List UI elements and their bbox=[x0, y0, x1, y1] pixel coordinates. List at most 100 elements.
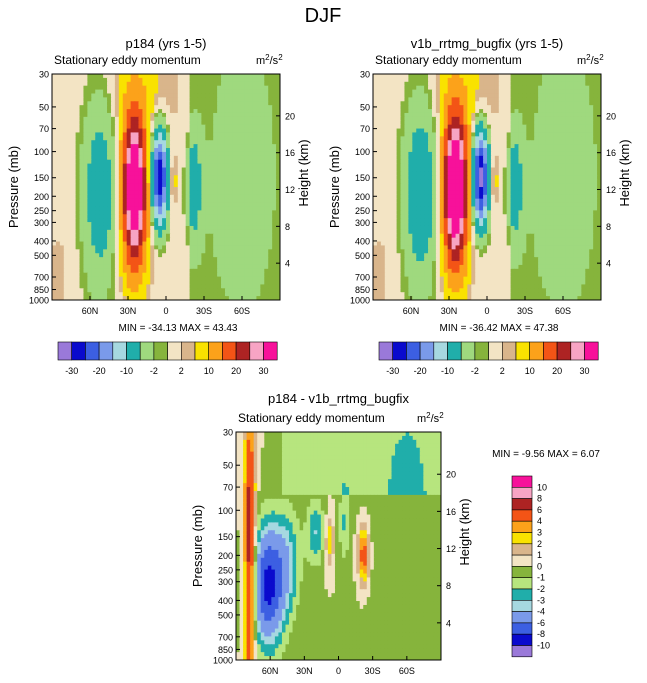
contour-cell bbox=[240, 280, 246, 286]
contour-cell bbox=[530, 93, 535, 98]
contour-cell bbox=[59, 124, 65, 130]
contour-cell bbox=[217, 276, 222, 282]
contour-cell bbox=[502, 140, 508, 145]
contour-cell bbox=[404, 124, 409, 130]
contour-cell bbox=[181, 292, 187, 297]
contour-cell bbox=[71, 89, 77, 95]
contour-cell bbox=[169, 210, 175, 215]
contour-cell bbox=[252, 187, 258, 192]
contour-cell bbox=[87, 81, 92, 87]
contour-cell bbox=[138, 97, 144, 102]
contour-cell bbox=[557, 136, 563, 141]
contour-cell bbox=[467, 175, 472, 180]
contour-cell bbox=[577, 159, 582, 165]
contour-cell bbox=[118, 194, 124, 200]
contour-cell bbox=[526, 151, 531, 157]
contour-cell bbox=[408, 171, 413, 176]
contour-cell bbox=[593, 140, 598, 145]
contour-cell bbox=[404, 81, 409, 87]
contour-cell bbox=[236, 296, 242, 300]
contour-cell bbox=[134, 222, 140, 227]
contour-cell bbox=[522, 155, 527, 161]
contour-cell bbox=[514, 151, 520, 157]
contour-cell bbox=[522, 144, 527, 149]
contour-cell bbox=[118, 296, 124, 300]
contour-cell bbox=[154, 93, 159, 98]
contour-cell bbox=[228, 171, 234, 176]
contour-cell bbox=[248, 202, 254, 208]
contour-cell bbox=[162, 120, 167, 126]
contour-cell bbox=[63, 105, 69, 110]
contour-cell bbox=[236, 81, 242, 87]
contour-cell bbox=[122, 105, 128, 110]
contour-cell bbox=[256, 284, 261, 289]
contour-cell bbox=[577, 163, 582, 169]
contour-cell bbox=[268, 292, 273, 297]
contour-cell bbox=[388, 155, 394, 161]
contour-cell bbox=[95, 245, 100, 250]
contour-cell bbox=[91, 190, 96, 196]
contour-cell bbox=[205, 268, 210, 274]
contour-cell bbox=[63, 155, 69, 161]
contour-cell bbox=[534, 74, 539, 79]
contour-cell bbox=[534, 101, 539, 106]
contour-cell bbox=[107, 101, 112, 106]
contour-cell bbox=[146, 268, 151, 274]
contour-cell bbox=[545, 171, 551, 176]
contour-cell bbox=[118, 198, 124, 204]
contour-cell bbox=[185, 175, 191, 180]
contour-cell bbox=[542, 167, 547, 173]
contour-cell bbox=[435, 124, 441, 130]
contour-cell bbox=[63, 268, 69, 274]
contour-cell bbox=[169, 132, 175, 137]
contour-cell bbox=[201, 280, 206, 286]
contour-cell bbox=[122, 120, 128, 126]
contour-cell bbox=[150, 112, 155, 118]
contour-cell bbox=[95, 101, 100, 106]
contour-cell bbox=[114, 253, 120, 258]
contour-cell bbox=[232, 245, 238, 250]
contour-cell bbox=[502, 105, 508, 110]
contour-cell bbox=[197, 225, 202, 231]
contour-cell bbox=[52, 276, 57, 282]
contour-cell bbox=[396, 148, 402, 153]
contour-cell bbox=[197, 194, 202, 200]
contour-cell bbox=[114, 187, 120, 192]
contour-cell bbox=[59, 128, 65, 134]
contour-cell bbox=[118, 183, 124, 188]
contour-cell bbox=[447, 74, 453, 79]
contour-cell bbox=[79, 272, 85, 278]
contour-cell bbox=[162, 101, 167, 106]
contour-cell bbox=[205, 241, 210, 247]
contour-cell bbox=[224, 167, 230, 173]
contour-cell bbox=[201, 253, 206, 258]
contour-cell bbox=[107, 124, 112, 130]
contour-cell bbox=[130, 109, 136, 114]
contour-cell bbox=[459, 159, 465, 165]
contour-cell bbox=[236, 187, 242, 192]
contour-cell bbox=[268, 237, 273, 243]
contour-cell bbox=[79, 222, 85, 227]
contour-cell bbox=[538, 74, 543, 79]
contour-cell bbox=[256, 288, 261, 293]
contour-cell bbox=[236, 140, 242, 145]
contour-cell bbox=[431, 81, 437, 87]
contour-cell bbox=[373, 97, 378, 102]
contour-cell bbox=[236, 97, 242, 102]
contour-cell bbox=[162, 272, 167, 278]
contour-cell bbox=[213, 218, 218, 223]
contour-cell bbox=[538, 132, 543, 137]
contour-cell bbox=[581, 144, 586, 149]
contour-cell bbox=[193, 249, 199, 254]
contour-cell bbox=[205, 296, 210, 300]
contour-cell bbox=[396, 105, 402, 110]
contour-cell bbox=[412, 175, 417, 180]
contour-cell bbox=[272, 112, 277, 118]
contour-cell bbox=[146, 284, 151, 289]
contour-cell bbox=[224, 93, 230, 98]
contour-cell bbox=[166, 229, 171, 235]
contour-cell bbox=[107, 132, 112, 137]
contour-cell bbox=[99, 97, 104, 102]
contour-cell bbox=[542, 77, 547, 83]
contour-cell bbox=[59, 241, 65, 247]
